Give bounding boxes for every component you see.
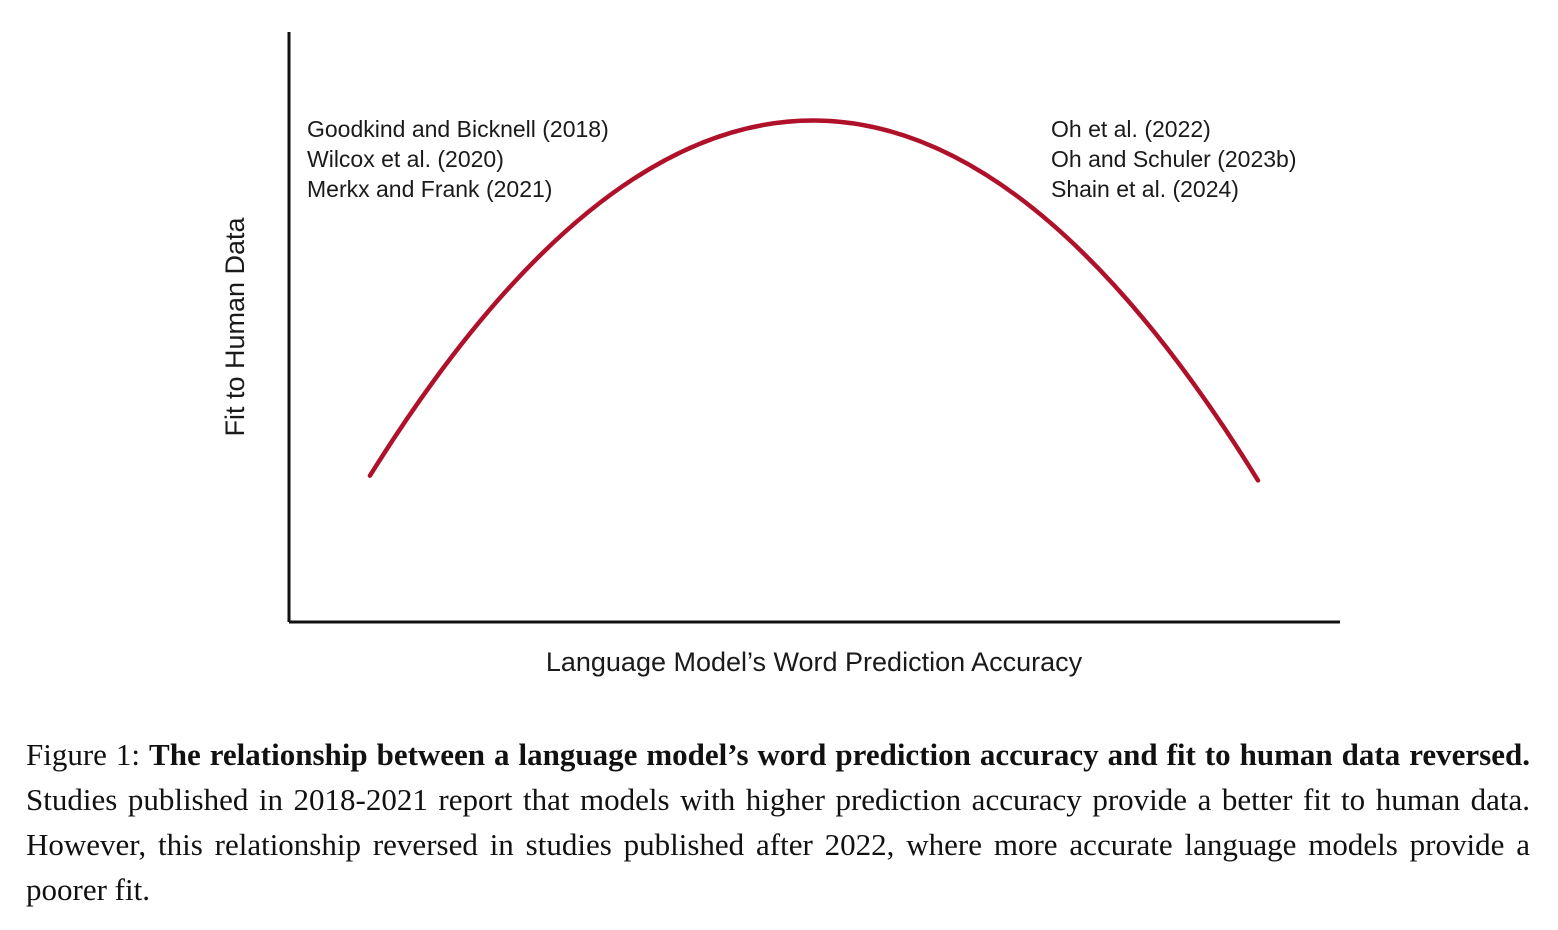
fit-curve [367,118,1261,483]
right-annotation-3: Shain et al. (2024) [1051,176,1239,202]
right-annotation-1: Oh et al. (2022) [1051,116,1211,142]
right-annotation-2: Oh and Schuler (2023b) [1051,146,1297,172]
x-axis-label: Language Model’s Word Prediction Accurac… [546,647,1083,677]
left-annotation-group: Goodkind and Bicknell (2018) Wilcox et a… [307,116,609,202]
caption-label: Figure 1: [26,737,141,772]
left-annotation-2: Wilcox et al. (2020) [307,146,504,172]
right-annotation-group: Oh et al. (2022) Oh and Schuler (2023b) … [1051,116,1297,202]
left-annotation-3: Merkx and Frank (2021) [307,176,552,202]
chart: Goodkind and Bicknell (2018) Wilcox et a… [220,32,1340,677]
caption-body: Studies published in 2018-2021 report th… [26,782,1530,907]
figure-caption: Figure 1: The relationship between a lan… [26,732,1530,912]
y-axis-label: Fit to Human Data [220,216,250,436]
caption-bold-title: The relationship between a language mode… [149,737,1530,772]
left-annotation-1: Goodkind and Bicknell (2018) [307,116,609,142]
